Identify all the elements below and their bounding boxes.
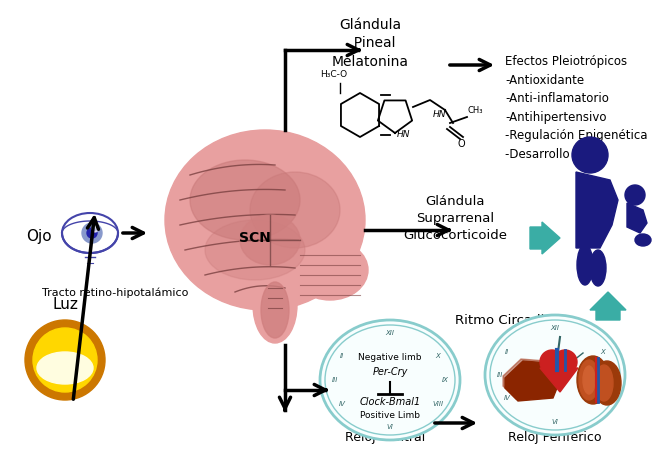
Text: VI: VI (552, 419, 559, 425)
Ellipse shape (579, 360, 599, 400)
Text: XII: XII (550, 325, 559, 331)
Text: IV: IV (339, 400, 346, 406)
Circle shape (92, 226, 98, 232)
Text: IX: IX (607, 372, 614, 378)
Text: HN: HN (433, 110, 447, 119)
Ellipse shape (165, 130, 365, 310)
Ellipse shape (590, 250, 606, 286)
Text: CH₃: CH₃ (467, 106, 483, 115)
Text: HN: HN (397, 130, 411, 139)
Text: XII: XII (386, 330, 394, 336)
Polygon shape (503, 359, 559, 399)
FancyArrow shape (530, 222, 560, 254)
Ellipse shape (190, 160, 300, 240)
Text: O: O (457, 139, 464, 149)
Text: SCN: SCN (239, 231, 271, 245)
Ellipse shape (320, 320, 460, 440)
Ellipse shape (25, 320, 105, 400)
Ellipse shape (635, 234, 651, 246)
Polygon shape (505, 361, 561, 401)
Circle shape (625, 185, 645, 205)
Text: Tracto retino-hipotalámico: Tracto retino-hipotalámico (42, 288, 188, 298)
Ellipse shape (577, 245, 593, 285)
Text: Per-Cry: Per-Cry (372, 367, 407, 377)
Text: Positive Limb: Positive Limb (360, 411, 420, 420)
Circle shape (82, 223, 102, 243)
Ellipse shape (583, 366, 595, 394)
Text: II: II (505, 349, 510, 355)
Text: X: X (436, 354, 440, 360)
Polygon shape (576, 172, 618, 248)
Text: IX: IX (441, 377, 449, 383)
Text: Ojo: Ojo (26, 230, 52, 245)
Ellipse shape (33, 328, 97, 392)
Ellipse shape (261, 282, 289, 338)
Text: Reloj Central: Reloj Central (345, 431, 425, 444)
Ellipse shape (485, 315, 625, 435)
Text: X: X (600, 349, 605, 355)
Text: Efectos Pleiotrópicos
-Antioxidante
-Anti-inflamatorio
-Antihipertensivo
-Regula: Efectos Pleiotrópicos -Antioxidante -Ant… (505, 55, 648, 161)
Text: Ritmo Circadiano: Ritmo Circadiano (455, 314, 569, 326)
Text: Reloj Periférico: Reloj Periférico (508, 431, 602, 444)
Text: Glándula
Suprarrenal
Glucocorticoide: Glándula Suprarrenal Glucocorticoide (403, 195, 507, 242)
Text: II: II (340, 354, 345, 360)
Text: III: III (496, 372, 503, 378)
Ellipse shape (253, 267, 297, 343)
Text: III: III (332, 377, 338, 383)
Ellipse shape (593, 361, 621, 405)
Ellipse shape (577, 356, 609, 404)
Text: Glándula
  Pineal
Melatonina: Glándula Pineal Melatonina (331, 18, 409, 69)
Ellipse shape (62, 213, 118, 253)
Text: Clock-Bmal1: Clock-Bmal1 (360, 397, 421, 407)
Ellipse shape (37, 352, 93, 384)
Circle shape (540, 350, 564, 374)
Circle shape (553, 350, 577, 374)
FancyArrow shape (590, 292, 626, 320)
Text: H₃C-O: H₃C-O (320, 70, 347, 79)
Text: VI: VI (386, 424, 394, 430)
Polygon shape (627, 203, 647, 233)
Text: VIII: VIII (597, 395, 608, 401)
Ellipse shape (250, 172, 340, 248)
Ellipse shape (240, 215, 300, 265)
Text: Negative limb: Negative limb (358, 354, 422, 362)
Polygon shape (540, 368, 578, 392)
Ellipse shape (595, 365, 613, 401)
Circle shape (572, 137, 608, 173)
Ellipse shape (205, 220, 305, 280)
Circle shape (87, 228, 97, 238)
Ellipse shape (292, 240, 368, 300)
Text: Luz: Luz (52, 297, 78, 312)
Text: VIII: VIII (432, 400, 443, 406)
Text: IV: IV (504, 395, 511, 401)
